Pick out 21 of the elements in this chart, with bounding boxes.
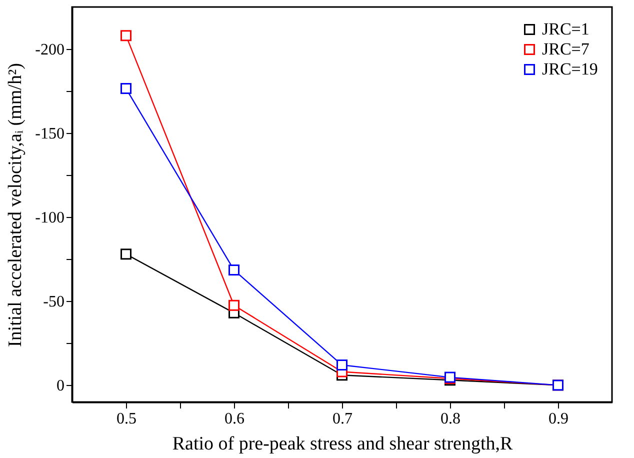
x-tick-label: 0.8 — [440, 410, 460, 428]
legend-label: JRC=1 — [542, 20, 590, 38]
y-axis-title: Initial accelerated velocity,aᵢ (mm/h²) — [5, 63, 26, 347]
y-tick-label: -100 — [35, 210, 64, 227]
point — [120, 248, 132, 260]
x-tick-label: 0.9 — [548, 410, 568, 428]
x-tick-label: 0.6 — [224, 410, 244, 428]
legend-label: JRC=19 — [542, 60, 598, 78]
y-tick-label: 0 — [56, 378, 64, 395]
y-tick-label: -200 — [35, 42, 64, 59]
y-tick-label: -150 — [35, 126, 64, 143]
point — [228, 264, 240, 276]
legend-label: JRC=7 — [542, 40, 590, 58]
y-tick-label: -50 — [43, 294, 64, 311]
point — [228, 300, 240, 311]
point — [120, 30, 132, 42]
point — [336, 360, 348, 371]
x-axis-title: Ratio of pre-peak stress and shear strength,R — [172, 434, 513, 454]
point — [120, 83, 132, 94]
x-tick-label: 0.5 — [116, 410, 136, 428]
x-tick-label: 0.7 — [332, 410, 352, 428]
